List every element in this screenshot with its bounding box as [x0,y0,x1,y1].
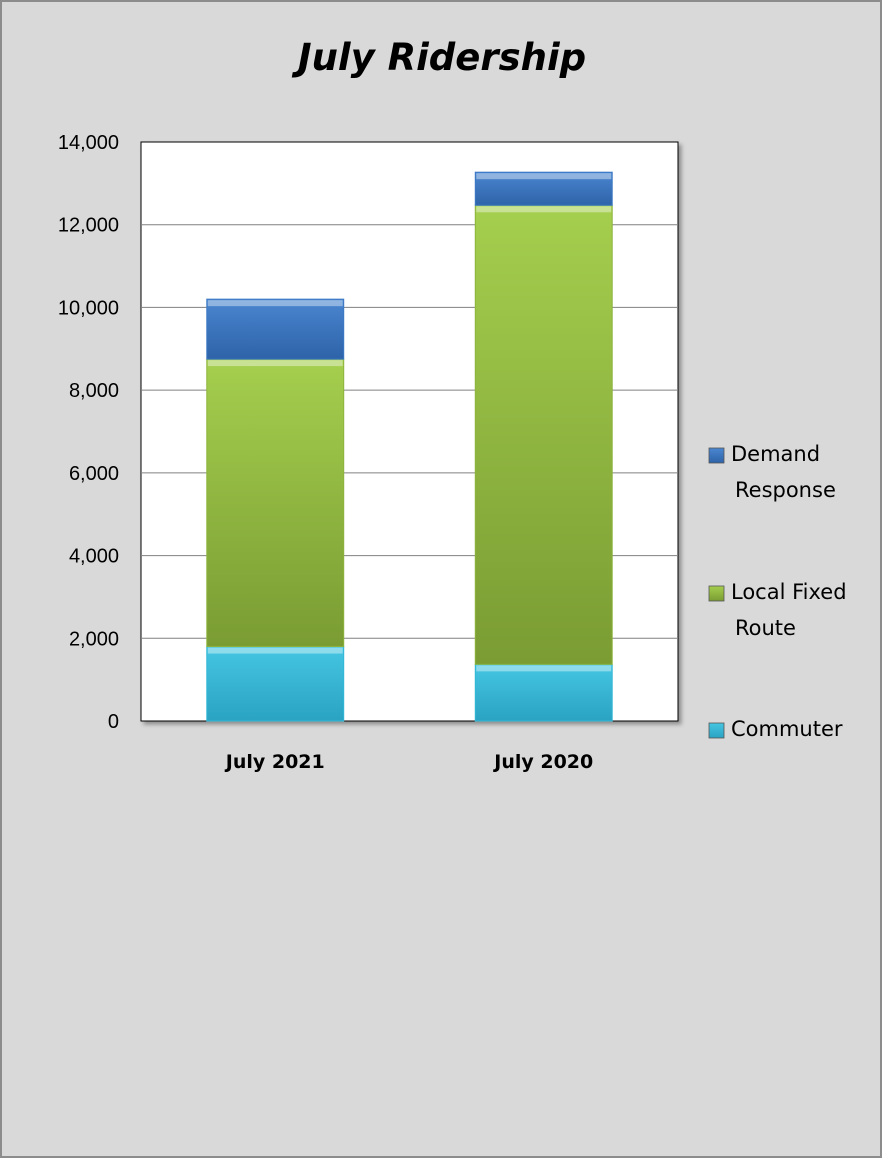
legend-label: Route [735,616,796,640]
y-tick-label: 10,000 [58,297,119,319]
y-tick-label: 14,000 [58,132,119,154]
x-tick-label: July 2021 [224,751,325,773]
bar-segment [474,171,613,206]
y-tick-label: 0 [108,711,119,733]
bar-demand-response [474,171,613,206]
legend-label: Commuter [731,717,843,741]
bar-highlight [207,360,343,367]
y-tick-label: 8,000 [69,380,119,402]
x-axis-labels: July 2021 July 2020 [224,751,594,773]
y-tick-label: 6,000 [69,463,119,485]
x-tick-label: July 2020 [492,751,593,773]
legend-item: Commuter [708,717,843,741]
legend: Demand Response Local Fixed Route Commuter [708,442,847,741]
legend-label: Response [735,478,836,502]
bar-segment [206,358,345,648]
legend-label: Local Fixed [731,580,847,604]
bar-demand-response [206,298,345,360]
legend-item: Local Fixed Route [708,580,847,640]
bar-highlight [207,647,343,654]
bar-local-fixed-route [206,358,345,648]
y-axis-ticks: 0 2,000 4,000 6,000 8,000 10,000 12,000 14,000 [58,132,119,733]
legend-swatch [708,585,725,602]
bar-segment [206,298,345,360]
y-tick-label: 2,000 [69,628,119,650]
bar-highlight [207,300,343,307]
bar-commuter [206,646,345,722]
bar-highlight [476,173,612,180]
bar-highlight [476,665,612,672]
bars [206,171,613,722]
bar-local-fixed-route [474,204,613,665]
chart-title: July Ridership [291,36,586,79]
bar-segment [474,204,613,665]
legend-item: Demand Response [708,442,836,502]
bar-highlight [476,206,612,213]
y-tick-label: 12,000 [58,215,119,237]
bar-segment [206,646,345,722]
y-tick-label: 4,000 [69,546,119,568]
bar-segment [474,663,613,722]
bar-commuter [474,663,613,722]
legend-swatch [708,447,725,464]
legend-swatch [708,722,725,739]
legend-label: Demand [731,442,820,466]
